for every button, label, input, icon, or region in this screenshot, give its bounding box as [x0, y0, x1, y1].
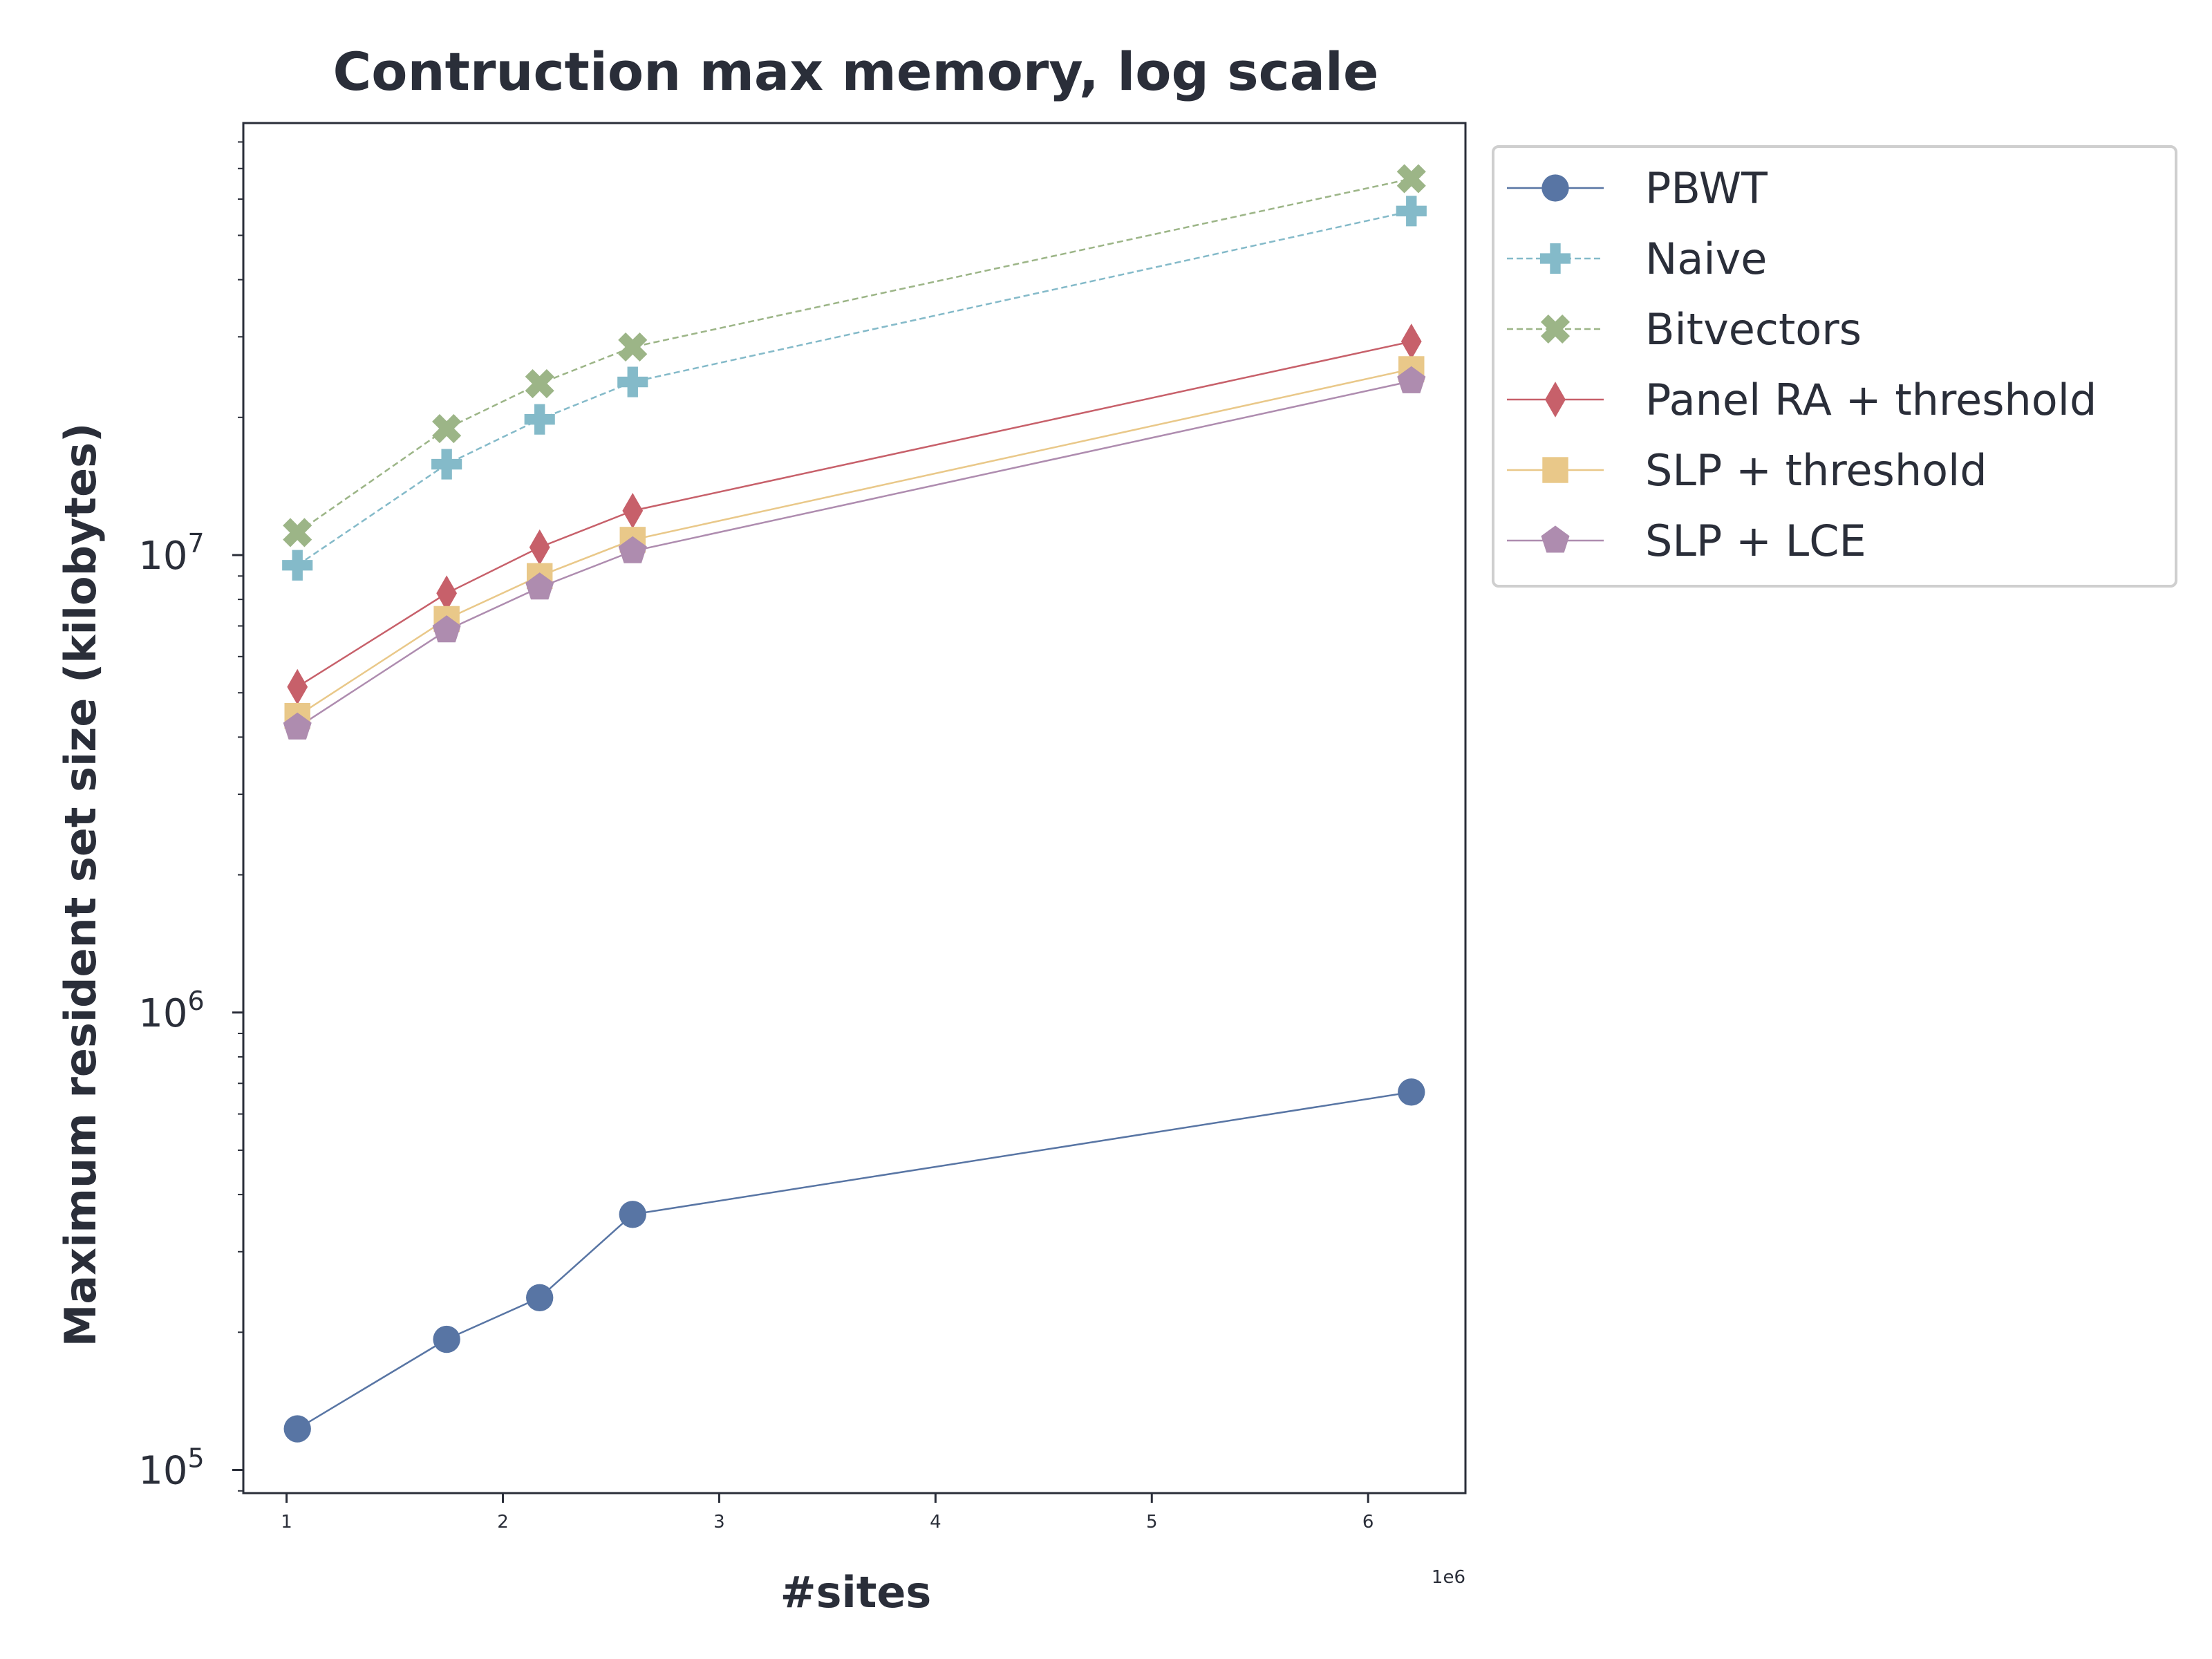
- x-tick-label: 3: [713, 1512, 725, 1533]
- legend-marker-pbwt: [1541, 174, 1568, 201]
- data-point-naive: [525, 404, 555, 435]
- x-tick-label: 5: [1146, 1512, 1158, 1533]
- data-point-panel-ra-threshold: [622, 493, 643, 529]
- legend-marker-slp-threshold: [1542, 457, 1568, 482]
- legend: PBWT Naive Bitvectors Panel RA + threshold S…: [1493, 147, 2176, 586]
- series-line-slp-threshold: [297, 369, 1412, 716]
- data-point-naive: [282, 550, 312, 581]
- series-lines: [297, 179, 1412, 1430]
- y-axis-label: Maximum resident set size (kilobytes): [55, 423, 106, 1347]
- legend-label-naive: Naive: [1645, 234, 1767, 284]
- x-axis: 1 2 3 4 5 6: [281, 1493, 1374, 1533]
- y-tick-label: 107: [138, 528, 204, 579]
- x-axis-label: #sites: [780, 1567, 932, 1618]
- chart-title: Contruction max memory, log scale: [332, 41, 1378, 102]
- data-point-bitvectors: [283, 518, 312, 547]
- series-line-bitvectors: [297, 179, 1412, 533]
- data-point-pbwt: [284, 1415, 311, 1442]
- series-line-pbwt: [297, 1092, 1412, 1429]
- plot-area: [243, 123, 1465, 1493]
- legend-label-pbwt: PBWT: [1645, 163, 1768, 214]
- data-point-bitvectors: [525, 369, 554, 398]
- x-tick-label: 6: [1362, 1512, 1374, 1533]
- x-tick-label: 2: [497, 1512, 509, 1533]
- data-point-pbwt: [619, 1201, 646, 1228]
- series-line-naive: [297, 211, 1412, 565]
- series-line-panel-ra-threshold: [297, 341, 1412, 687]
- data-point-bitvectors: [618, 332, 647, 362]
- x-tick-label: 4: [930, 1512, 941, 1533]
- data-point-bitvectors: [1397, 164, 1426, 193]
- data-point-naive: [617, 367, 648, 397]
- data-point-naive: [1396, 196, 1427, 226]
- series-line-slp-lce: [297, 381, 1412, 727]
- data-point-pbwt: [1398, 1078, 1425, 1105]
- y-tick-label: 106: [138, 986, 204, 1036]
- data-point-naive: [431, 449, 462, 479]
- legend-label-panel-ra-threshold: Panel RA + threshold: [1645, 375, 2097, 425]
- y-tick-label: 105: [138, 1443, 204, 1494]
- series-markers: [282, 164, 1427, 1442]
- axes-frame: [243, 123, 1465, 1493]
- data-point-pbwt: [526, 1284, 553, 1311]
- data-point-bitvectors: [432, 414, 461, 443]
- data-point-panel-ra-threshold: [287, 669, 308, 705]
- data-point-panel-ra-threshold: [436, 575, 457, 611]
- x-tick-label: 1: [281, 1512, 292, 1533]
- legend-label-bitvectors: Bitvectors: [1645, 304, 1862, 355]
- legend-label-slp-threshold: SLP + threshold: [1645, 445, 1987, 496]
- data-point-pbwt: [433, 1326, 460, 1353]
- x-offset-label: 1e6: [1432, 1567, 1465, 1588]
- legend-label-slp-lce: SLP + LCE: [1645, 516, 1866, 566]
- data-point-panel-ra-threshold: [529, 529, 550, 565]
- y-axis: 105 106 107: [138, 142, 243, 1493]
- data-point-panel-ra-threshold: [1401, 324, 1422, 359]
